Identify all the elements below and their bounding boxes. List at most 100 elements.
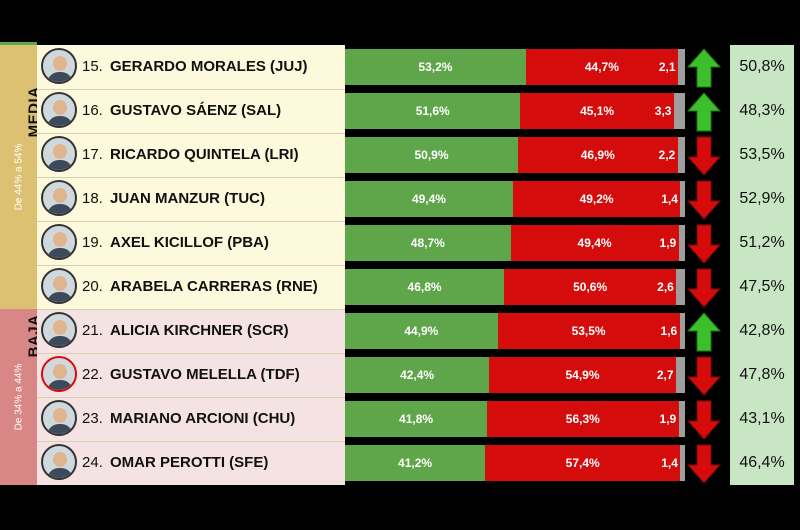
- unfavorable-bar: [512, 181, 681, 217]
- governor-name: ALICIA KIRCHNER (SCR): [110, 322, 289, 339]
- previous-approval: 53,5%: [739, 146, 785, 163]
- table-row: 16. GUSTAVO SÁENZ (SAL) 51,6% 45,1% 3,3 48,3%: [37, 89, 794, 133]
- previous-approval: 47,8%: [739, 366, 785, 383]
- rank-number: 18.: [82, 190, 103, 207]
- other-bar: [680, 445, 685, 481]
- unfavorable-label: 44,7%: [584, 60, 619, 74]
- arrow-up-icon: [686, 312, 722, 352]
- governor-name: RICARDO QUINTELA (LRI): [110, 146, 299, 163]
- governor-name: ARABELA CARRERAS (RNE): [110, 278, 318, 295]
- avatar-head: [53, 100, 67, 115]
- table-row: 17. RICARDO QUINTELA (LRI) 50,9% 46,9% 2,2 53…: [37, 133, 794, 177]
- row-background: [37, 221, 345, 265]
- table-row: 22. GUSTAVO MELELLA (TDF) 42,4% 54,9% 2,7 47,…: [37, 353, 794, 397]
- other-bar: [675, 357, 685, 393]
- avatar-body: [47, 204, 73, 214]
- other-bar: [678, 401, 685, 437]
- previous-approval: 48,3%: [739, 102, 785, 119]
- arrow-down-icon: [686, 136, 722, 176]
- other-label: 2,2: [658, 148, 676, 162]
- band-range-media: De 44% a 54%: [13, 143, 25, 211]
- row-background: [37, 133, 345, 177]
- unfavorable-bar: [487, 401, 679, 437]
- other-label: 1,9: [659, 412, 677, 426]
- favorable-label: 48,7%: [410, 236, 445, 250]
- previous-approval-cell: [730, 265, 794, 309]
- row-divider: [37, 397, 345, 398]
- favorable-bar: [345, 93, 521, 129]
- favorable-bar: [345, 181, 513, 217]
- governor-name: GERARDO MORALES (JUJ): [110, 58, 308, 75]
- avatar-body: [47, 380, 73, 390]
- avatar-head: [53, 56, 67, 71]
- unfavorable-label: 49,2%: [579, 192, 614, 206]
- band-label-media: MEDIA De 44% a 54%: [0, 45, 43, 309]
- unfavorable-label: 46,9%: [580, 148, 615, 162]
- row-divider: [37, 89, 345, 90]
- avatar-body: [47, 72, 73, 82]
- unfavorable-label: 54,9%: [565, 368, 600, 382]
- favorable-bar: [345, 445, 486, 481]
- favorable-label: 50,9%: [414, 148, 449, 162]
- avatar-head: [53, 188, 67, 203]
- other-label: 1,4: [661, 192, 678, 206]
- favorable-label: 53,2%: [418, 60, 453, 74]
- unfavorable-label: 56,3%: [565, 412, 600, 426]
- rank-number: 23.: [82, 410, 103, 427]
- rank-number: 19.: [82, 234, 103, 251]
- band-label-rotated: MEDIA De 44% a 54%: [13, 87, 43, 211]
- previous-approval: 46,4%: [739, 454, 785, 471]
- favorable-label: 46,8%: [407, 280, 442, 294]
- other-label: 1,6: [660, 324, 678, 338]
- row-background: [37, 177, 345, 221]
- favorable-label: 41,8%: [399, 412, 434, 426]
- unfavorable-bar: [520, 93, 674, 129]
- unfavorable-bar: [485, 445, 681, 481]
- row-background: [37, 89, 345, 133]
- band-label-rotated: BAJA De 34% a 44%: [13, 315, 43, 431]
- row-background: [37, 353, 345, 397]
- band-baja: [0, 309, 37, 485]
- rank-number: 17.: [82, 146, 103, 163]
- governor-name: OMAR PEROTTI (SFE): [110, 454, 269, 471]
- row-divider: [37, 177, 345, 178]
- other-label: 2,1: [658, 60, 676, 74]
- other-bar: [673, 93, 685, 129]
- arrow-down-icon: [686, 356, 722, 396]
- favorable-label: 44,9%: [404, 324, 439, 338]
- row-divider: [37, 309, 345, 310]
- rank-number: 21.: [82, 322, 103, 339]
- governor-name: MARIANO ARCIONI (CHU): [110, 410, 296, 427]
- arrow-down-icon: [686, 400, 722, 440]
- unfavorable-label: 49,4%: [577, 236, 612, 250]
- rank-number: 16.: [82, 102, 103, 119]
- avatar: [41, 400, 77, 436]
- avatar: [41, 444, 77, 480]
- unfavorable-bar: [497, 313, 680, 349]
- favorable-label: 42,4%: [400, 368, 435, 382]
- other-label: 2,6: [657, 280, 674, 294]
- arrow-down-icon: [686, 268, 722, 308]
- avatar: [41, 356, 77, 392]
- avatar-head: [53, 144, 67, 159]
- favorable-label: 41,2%: [398, 456, 433, 470]
- favorable-bar: [345, 401, 488, 437]
- row-background: [37, 45, 345, 89]
- other-label: 3,3: [654, 104, 672, 118]
- favorable-bar: [345, 49, 526, 85]
- table-row: 23. MARIANO ARCIONI (CHU) 41,8% 56,3% 1,9 43,…: [37, 397, 794, 441]
- avatar-body: [47, 160, 73, 170]
- unfavorable-bar: [489, 357, 676, 393]
- avatar: [41, 312, 77, 348]
- rank-number: 20.: [82, 278, 103, 295]
- table-row: 19. AXEL KICILLOF (PBA) 48,7% 49,4% 1,9 51,2%: [37, 221, 794, 265]
- avatar-head: [53, 452, 67, 467]
- previous-approval-cell: [730, 441, 794, 485]
- row-divider: [37, 133, 345, 134]
- avatar: [41, 136, 77, 172]
- avatar: [41, 180, 77, 216]
- previous-approval-cell: [730, 353, 794, 397]
- favorable-bar: [345, 357, 490, 393]
- avatar-body: [47, 424, 73, 434]
